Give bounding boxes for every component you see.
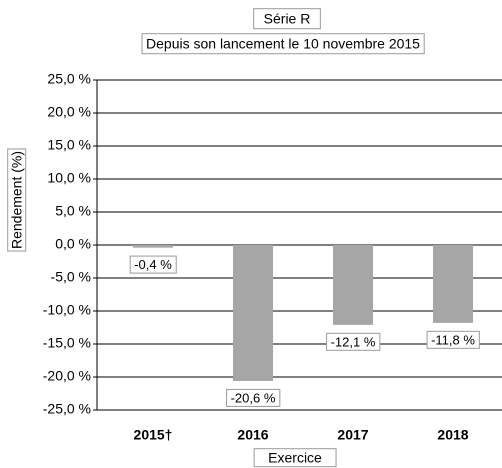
bar <box>333 245 373 325</box>
bar <box>233 245 273 381</box>
label-box <box>141 33 425 55</box>
y-tick-label: -25,0 % <box>43 401 91 417</box>
value-label: -20,6 % <box>231 390 276 405</box>
bar <box>433 245 473 323</box>
x-tick-label: 2017 <box>337 427 368 443</box>
y-tick-label: -10,0 % <box>43 302 91 318</box>
y-tick-label: 25,0 % <box>47 71 91 87</box>
label-box <box>226 388 281 407</box>
y-tick-label: -5,0 % <box>51 269 91 285</box>
chart-title: Série R <box>264 11 311 27</box>
y-tick-label: 5,0 % <box>55 203 91 219</box>
y-tick-label: -20,0 % <box>43 368 91 384</box>
x-tick-label: 2015† <box>134 427 173 443</box>
label-box <box>7 148 27 252</box>
label-box <box>129 255 177 274</box>
value-label: -11,8 % <box>431 332 475 347</box>
label-box <box>426 330 480 349</box>
value-label: -12,1 % <box>331 334 376 349</box>
y-tick-label: 0,0 % <box>55 236 91 252</box>
label-box <box>326 332 381 351</box>
y-axis-label: Rendement (%) <box>9 151 25 249</box>
y-tick-label: -15,0 % <box>43 335 91 351</box>
x-axis-label: Exercice <box>268 450 322 466</box>
y-tick-label: 10,0 % <box>47 170 91 186</box>
x-tick-label: 2016 <box>237 427 268 443</box>
x-tick-label: 2018 <box>437 427 468 443</box>
label-box <box>253 8 321 30</box>
bar <box>133 245 173 248</box>
label-box <box>253 448 337 468</box>
chart-subtitle: Depuis son lancement le 10 novembre 2015 <box>146 36 420 52</box>
y-tick-label: 20,0 % <box>47 104 91 120</box>
value-label: -0,4 % <box>134 257 172 272</box>
y-tick-label: 15,0 % <box>47 137 91 153</box>
